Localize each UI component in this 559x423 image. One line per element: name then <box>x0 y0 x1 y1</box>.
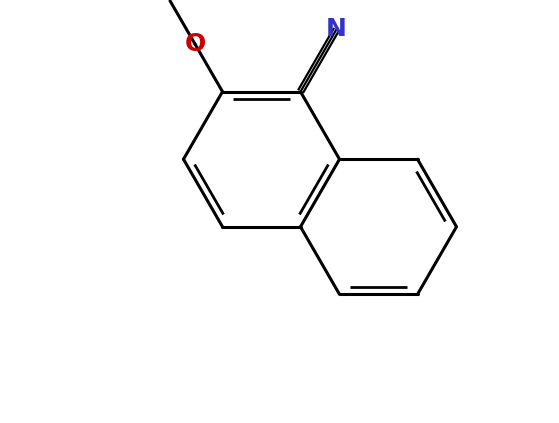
Text: O: O <box>184 32 206 56</box>
Text: N: N <box>326 17 347 41</box>
